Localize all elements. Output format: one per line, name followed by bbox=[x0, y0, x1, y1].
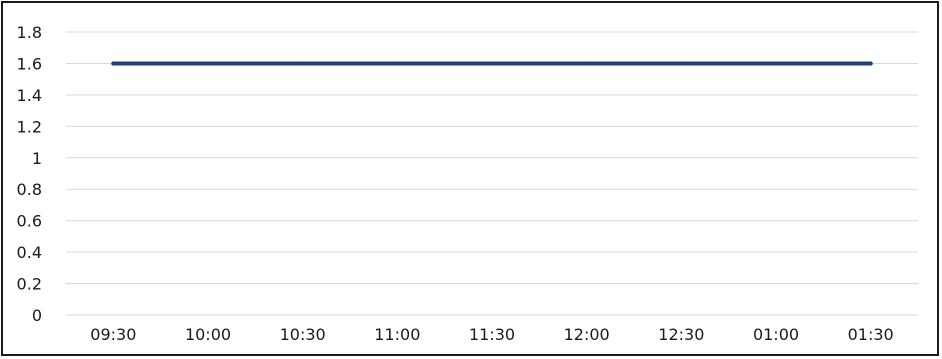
x-tick-label: 12:30 bbox=[658, 325, 704, 344]
x-tick-label: 09:30 bbox=[90, 325, 136, 344]
x-tick-label: 01:30 bbox=[848, 325, 894, 344]
series-group bbox=[111, 61, 873, 66]
x-tick-label: 11:00 bbox=[374, 325, 420, 344]
x-tick-label: 10:30 bbox=[280, 325, 326, 344]
y-tick-label: 1.6 bbox=[17, 54, 42, 73]
y-tick-label: 0.4 bbox=[17, 243, 42, 262]
x-tick-label: 11:30 bbox=[469, 325, 515, 344]
y-tick-label: 0.2 bbox=[17, 275, 42, 294]
y-tick-label: 1.4 bbox=[17, 86, 42, 105]
data-point bbox=[584, 61, 589, 66]
data-point bbox=[300, 61, 305, 66]
gridlines bbox=[66, 31, 918, 316]
y-tick-label: 0 bbox=[32, 306, 42, 325]
y-tick-label: 0.8 bbox=[17, 180, 42, 199]
y-tick-label: 1.8 bbox=[17, 23, 42, 42]
y-axis-tick-labels: 0 0.2 0.4 0.6 0.8 1 1.2 1.4 1.6 1.8 bbox=[17, 23, 42, 325]
x-tick-label: 01:00 bbox=[753, 325, 799, 344]
x-axis-tick-labels: 09:30 10:00 10:30 11:00 11:30 12:00 12:30 01:00… bbox=[90, 325, 893, 344]
data-point bbox=[490, 61, 494, 66]
x-tick-label: 12:00 bbox=[564, 325, 610, 344]
data-point bbox=[868, 61, 873, 66]
data-point bbox=[206, 61, 210, 66]
y-tick-label: 1.2 bbox=[17, 117, 42, 136]
data-point bbox=[774, 61, 778, 66]
data-point bbox=[679, 61, 684, 66]
y-tick-label: 0.6 bbox=[17, 212, 42, 231]
data-point bbox=[111, 61, 116, 66]
data-point bbox=[395, 61, 400, 66]
x-tick-label: 10:00 bbox=[185, 325, 231, 344]
y-tick-label: 1 bbox=[32, 149, 42, 168]
